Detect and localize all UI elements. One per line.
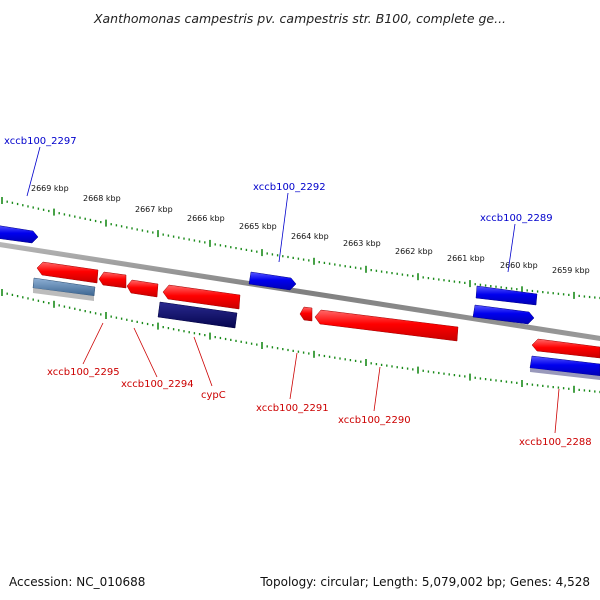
gene-xccb100-2288-a[interactable] [531,338,600,359]
scale-labels: 2669 kbp 2668 kbp 2667 kbp 2666 kbp 2665… [31,184,590,275]
gene-xccb100-2289-b[interactable] [472,304,535,325]
scale-label: 2661 kbp [447,254,485,263]
scale-ticks-inner [1,289,600,394]
gene-label[interactable]: xccb100_2294 [121,379,194,390]
gene-label[interactable]: xccb100_2288 [519,437,592,448]
gene-cypC-navy[interactable] [157,301,238,329]
accession-text: Accession: NC_010688 [9,575,146,589]
gene-xccb100-2294-b[interactable] [126,279,159,298]
forward-strand-genes [32,261,600,359]
scale-label: 2663 kbp [343,239,381,248]
connector-2291 [289,352,298,400]
connector-2292 [278,192,289,263]
gene-label[interactable]: xccb100_2292 [253,182,326,193]
gene-xccb100-2294-a[interactable] [98,271,127,289]
gene-xccb100-2295-shadow [33,288,94,301]
scale-label: 2669 kbp [31,184,69,193]
gene-xccb100-2290[interactable] [314,309,459,342]
reverse-strand-genes [0,225,600,380]
scale-ticks-outer [1,197,600,300]
gene-label[interactable]: xccb100_2291 [256,403,329,414]
scale-label: 2660 kbp [500,261,538,270]
gene-xccb100-2289-a[interactable] [475,285,538,306]
connector-2294 [133,327,158,378]
gene-label[interactable]: xccb100_2289 [480,213,553,224]
scale-label: 2662 kbp [395,247,433,256]
map-title: Xanthomonas campestris pv. campestris st… [93,11,507,26]
connector-2295 [82,322,104,365]
scale-label: 2665 kbp [239,222,277,231]
gene-xccb100-2288-b[interactable] [529,355,600,377]
connector-cypC [193,336,213,387]
genome-summary-text: Topology: circular; Length: 5,079,002 bp… [260,575,590,589]
connector-2288 [554,388,560,434]
gene-xccb100-2297[interactable] [0,225,39,244]
connector-2289 [507,223,516,273]
gene-label[interactable]: xccb100_2297 [4,136,77,147]
connector-2290 [373,366,381,412]
scale-label: 2664 kbp [291,232,329,241]
gene-xccb100-2291[interactable] [299,306,313,322]
gene-label[interactable]: cypC [201,390,226,401]
scale-label: 2666 kbp [187,214,225,223]
gene-xccb100-2292[interactable] [248,271,297,291]
gene-labels: xccb100_2297 xccb100_2292 xccb100_2289 x… [4,136,592,448]
gene-label[interactable]: xccb100_2290 [338,415,411,426]
gene-label[interactable]: xccb100_2295 [47,367,120,378]
scale-label: 2667 kbp [135,205,173,214]
scale-label: 2668 kbp [83,194,121,203]
genome-backbone [0,242,600,341]
gene-xccb100-2295[interactable] [36,261,99,284]
gene-xccb100-2288-b-shadow [530,368,600,380]
connector-2297 [26,146,41,197]
scale-label: 2659 kbp [552,266,590,275]
gene-cypC[interactable] [162,284,241,310]
label-connectors [26,146,560,434]
